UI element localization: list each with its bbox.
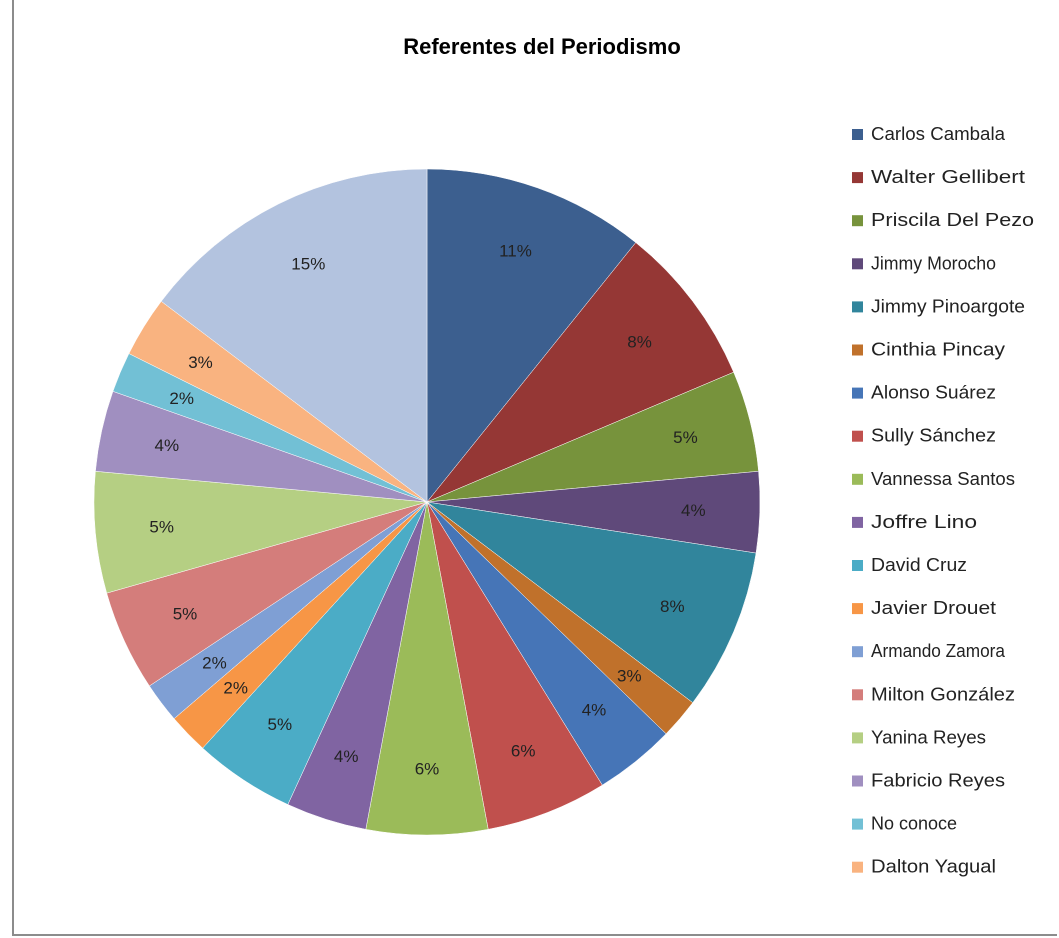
slice-label: 11% — [499, 242, 532, 261]
slice-label: 3% — [617, 666, 642, 685]
legend-swatch — [852, 646, 863, 658]
legend-label: Vannessa Santos — [871, 469, 1015, 489]
legend-label: David Cruz — [871, 555, 967, 575]
slice-label: 5% — [149, 518, 174, 537]
pie-slice — [426, 501, 603, 830]
slice-label: 4% — [681, 501, 706, 520]
legend-label: Dalton Yagual — [871, 857, 996, 877]
slice-label: 6% — [415, 759, 440, 778]
legend: Carlos Cambala Walter Gellibert Priscila D… — [852, 124, 1034, 877]
pie-slices — [93, 168, 761, 836]
pie-slice — [426, 501, 757, 704]
legend-label: Carlos Cambala — [871, 124, 1006, 144]
slice-label: 6% — [511, 741, 536, 760]
legend-swatch — [852, 473, 863, 485]
legend-label: No conoce — [871, 814, 957, 834]
slice-label: 8% — [660, 597, 685, 616]
slice-label: 3% — [188, 353, 213, 372]
slice-label: 4% — [155, 436, 180, 455]
legend-swatch — [852, 775, 863, 787]
legend-label: Javier Drouet — [871, 598, 996, 618]
chart-frame: Referentes del Periodismo 11% 8% 5% 4% 8% 3% 4… — [12, 0, 1057, 936]
slice-label: 8% — [627, 333, 652, 352]
legend-label: Milton González — [871, 684, 1015, 704]
legend-swatch — [852, 732, 863, 744]
slice-label: 5% — [173, 604, 198, 623]
legend-swatch — [852, 603, 863, 615]
legend-label: Walter Gellibert — [871, 167, 1025, 187]
legend-swatch — [852, 516, 863, 528]
legend-label: Cinthia Pincay — [871, 340, 1005, 360]
legend-label: Alonso Suárez — [871, 383, 996, 403]
chart-title: Referentes del Periodismo — [403, 34, 681, 59]
pie-slice — [160, 168, 428, 503]
legend-label: Jimmy Morocho — [871, 253, 996, 273]
legend-label: Sully Sánchez — [871, 426, 996, 446]
legend-swatch — [852, 215, 863, 227]
slice-label: 2% — [202, 654, 227, 673]
legend-swatch — [852, 129, 863, 140]
legend-label: Armando Zamora — [871, 641, 1006, 661]
slice-label: 5% — [673, 428, 698, 447]
pie-chart: Referentes del Periodismo 11% 8% 5% 4% 8% 3% 4… — [93, 34, 1034, 877]
slice-label: 4% — [582, 701, 607, 720]
legend-swatch — [852, 301, 863, 313]
legend-swatch — [852, 387, 863, 399]
legend-label: Jimmy Pinoargote — [871, 296, 1025, 316]
slice-label: 15% — [291, 255, 325, 274]
legend-label: Yanina Reyes — [871, 727, 986, 747]
pie-slice — [365, 501, 489, 836]
slice-label: 2% — [223, 679, 248, 698]
legend-label: Priscila Del Pezo — [871, 210, 1034, 230]
legend-swatch — [852, 689, 863, 701]
legend-label: Joffre Lino — [871, 512, 977, 532]
legend-swatch — [852, 258, 863, 270]
pie-slice — [93, 470, 428, 594]
slice-label: 2% — [169, 389, 194, 408]
legend-swatch — [852, 560, 863, 571]
pie-slice — [426, 242, 734, 503]
slice-label: 4% — [334, 747, 359, 766]
legend-label: Fabricio Reyes — [871, 771, 1005, 791]
legend-swatch — [852, 172, 863, 184]
pie-slice — [426, 168, 637, 503]
legend-swatch — [852, 430, 863, 442]
slice-label: 5% — [268, 715, 293, 734]
legend-swatch — [852, 344, 863, 356]
legend-swatch — [852, 861, 863, 873]
legend-swatch — [852, 818, 863, 830]
pie-labels: 11% 8% 5% 4% 8% 3% 4% 6% 6% 4% 5% 2% 2% 5% 5% 4% 2% 3% 15% — [149, 242, 705, 779]
